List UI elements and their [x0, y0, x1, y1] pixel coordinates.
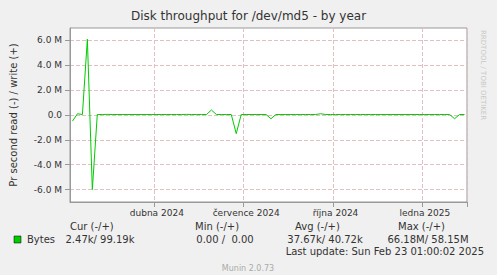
svg-text:2.47k/ 99.19k: 2.47k/ 99.19k	[65, 234, 134, 245]
svg-text:Bytes: Bytes	[27, 234, 55, 245]
svg-text:2.0 M: 2.0 M	[37, 85, 62, 95]
svg-text:4.0 M: 4.0 M	[37, 60, 62, 70]
svg-text:dubna 2024: dubna 2024	[130, 208, 184, 218]
svg-text:37.67k/ 40.72k: 37.67k/ 40.72k	[287, 234, 363, 245]
svg-text:6.0 M: 6.0 M	[37, 35, 62, 45]
svg-text:ledna 2025: ledna 2025	[399, 208, 450, 218]
svg-text:66.18M/ 58.15M: 66.18M/ 58.15M	[387, 234, 468, 245]
svg-text:RRDTOOL / TOBI OETIKER: RRDTOOL / TOBI OETIKER	[479, 30, 487, 120]
svg-text:října 2024: října 2024	[313, 208, 359, 218]
svg-text:Pr second read (-) / write (+): Pr second read (-) / write (+)	[8, 43, 19, 186]
svg-text:Disk throughput for /dev/md5 -: Disk throughput for /dev/md5 - by year	[131, 9, 366, 23]
svg-text:0.0: 0.0	[48, 110, 63, 120]
svg-text:-6.0 M: -6.0 M	[34, 185, 62, 195]
svg-text:července 2024: července 2024	[213, 208, 280, 218]
svg-text:-4.0 M: -4.0 M	[34, 160, 62, 170]
svg-text:-2.0 M: -2.0 M	[34, 135, 62, 145]
svg-text:Min (-/+): Min (-/+)	[195, 221, 239, 232]
svg-text:Cur (-/+): Cur (-/+)	[70, 221, 114, 232]
svg-text:Munin 2.0.73: Munin 2.0.73	[222, 264, 274, 273]
svg-text:Last update: Sun Feb 23 01:00:: Last update: Sun Feb 23 01:00:02 2025	[286, 246, 484, 257]
svg-text:Avg (-/+): Avg (-/+)	[295, 221, 340, 232]
svg-text:Max (-/+): Max (-/+)	[398, 221, 445, 232]
svg-text:0.00 / 0.00: 0.00 / 0.00	[196, 234, 253, 245]
